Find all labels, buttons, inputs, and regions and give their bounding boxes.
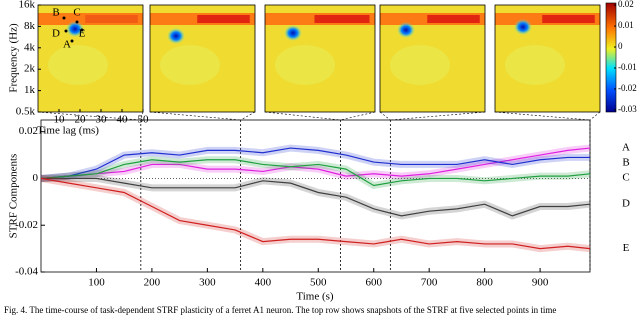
point-label: E [79, 28, 86, 40]
x-tick-label: 100 [88, 277, 105, 289]
panel-band [427, 15, 480, 23]
series-line [40, 159, 591, 187]
panel-frame [379, 4, 486, 113]
x-tick-label: 200 [144, 277, 161, 289]
series-line [40, 147, 591, 180]
series-line [41, 177, 591, 217]
y-tick-label: 0.5k [16, 106, 36, 118]
connector [340, 111, 376, 121]
y-tick-label: 0 [33, 172, 39, 184]
point-dot [62, 16, 66, 20]
legend-label: E [623, 242, 630, 254]
legend-label: D [622, 198, 630, 210]
chart-y-label: STRF Components [8, 154, 20, 239]
point-dot [64, 29, 68, 33]
x-tick-label: 600 [365, 277, 382, 289]
caption: Fig. 4. The time-course of task-dependen… [4, 305, 556, 315]
point-dot [80, 28, 84, 32]
panel-spot [397, 22, 415, 38]
y-tick-label: -0.02 [15, 219, 38, 231]
legend-label: A [622, 142, 630, 154]
panel-blob [505, 45, 565, 85]
panel-band [197, 15, 250, 23]
legend-label: C [622, 172, 629, 184]
panel-x-label: Time lag (ms) [37, 125, 99, 137]
plot-frame [40, 119, 591, 273]
x-tick-label: 300 [199, 277, 216, 289]
legend-label: B [622, 157, 629, 169]
panel-frame [494, 4, 601, 113]
connector [149, 111, 241, 121]
colorbar [605, 2, 617, 113]
x-tick-label: 50 [138, 114, 150, 126]
point-label: C [73, 7, 80, 19]
x-tick-label: 700 [421, 277, 438, 289]
strf-panel [494, 4, 601, 113]
y-tick-label: 2k [24, 63, 36, 75]
x-tick-label: 800 [476, 277, 493, 289]
strf-panel [264, 4, 376, 113]
x-tick-label: 20 [75, 114, 87, 126]
x-tick-label: 900 [532, 277, 549, 289]
x-tick-label: 400 [255, 277, 272, 289]
x-tick-label: 500 [310, 277, 327, 289]
panel-spot [167, 28, 185, 44]
panel-band [314, 15, 370, 23]
point-label: A [63, 39, 71, 51]
colorbar-tick-label: 0 [618, 41, 623, 51]
strf-panel [379, 4, 486, 113]
panel-spot [66, 21, 84, 37]
colorbar-tick-label: -0.03 [618, 104, 637, 114]
colorbar-tick-label: 0.01 [618, 20, 634, 30]
panel-blob [48, 45, 108, 85]
colorbar-tick-label: 0.02 [618, 0, 634, 9]
connector [240, 111, 256, 121]
y-tick-label: -0.04 [15, 266, 38, 278]
colorbar-tick-label: -0.01 [618, 62, 637, 72]
panel-spot [514, 19, 532, 35]
connector [379, 111, 391, 121]
connector [589, 111, 601, 121]
colorbar-tick-label: -0.02 [618, 83, 637, 93]
y-tick-label: 16k [19, 0, 36, 11]
point-dot [75, 20, 79, 24]
panel-frame [37, 4, 144, 113]
point-label: D [52, 28, 60, 40]
connector [494, 111, 591, 121]
connector [390, 111, 486, 121]
x-tick-label: 10 [54, 114, 66, 126]
panel-band [38, 13, 143, 25]
panel-frame [264, 4, 376, 113]
connector [37, 111, 141, 121]
panel-blob [160, 45, 220, 85]
panel-band [542, 15, 595, 23]
point-dot [70, 39, 74, 43]
panel-blob [275, 45, 335, 85]
y-tick-label: 8k [24, 20, 36, 32]
chart-x-label: Time (s) [296, 291, 334, 303]
series-line [40, 147, 590, 180]
y-tick-label: 0.02 [19, 125, 38, 137]
panel-blob [390, 45, 450, 85]
series-line [40, 177, 591, 250]
series-band [41, 174, 591, 220]
panel-y-label: Frequency (Hz) [8, 23, 20, 93]
y-tick-label: 1k [24, 84, 36, 96]
connector [264, 111, 341, 121]
panel-spot [284, 25, 302, 41]
y-tick-label: 4k [24, 41, 36, 53]
x-tick-label: 40 [117, 114, 129, 126]
panel-band [85, 15, 138, 23]
strf-panel [149, 4, 256, 113]
x-tick-label: 30 [96, 114, 108, 126]
connector [140, 111, 144, 121]
strf-panel [37, 4, 144, 113]
point-label: B [52, 7, 59, 19]
panel-frame [149, 4, 256, 113]
